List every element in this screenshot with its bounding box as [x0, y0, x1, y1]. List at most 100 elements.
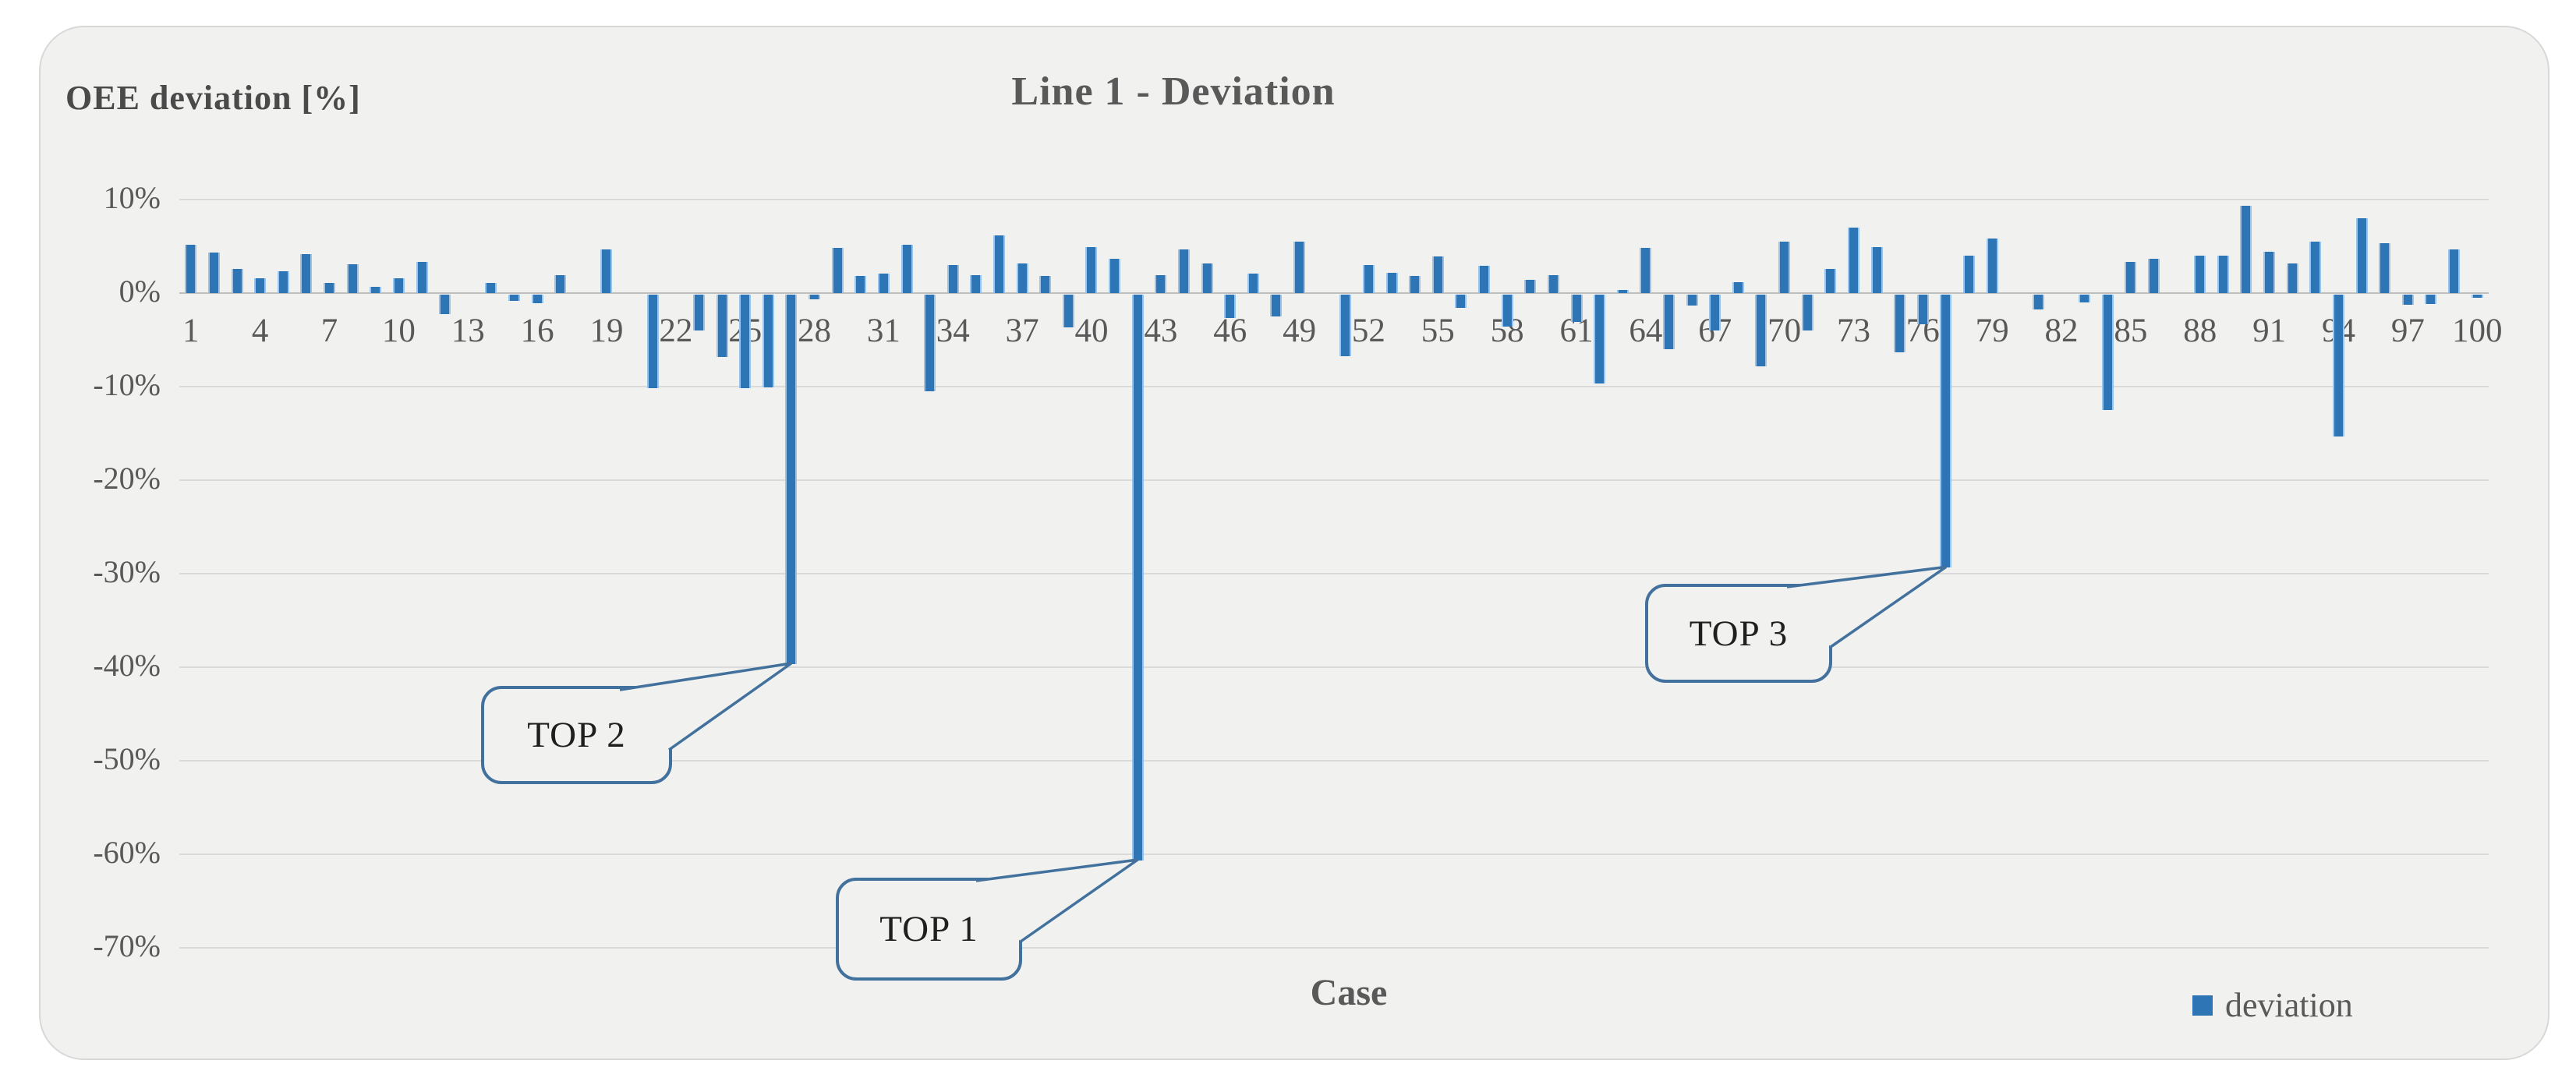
bar-case-74	[1870, 247, 1883, 293]
bar-case-31	[877, 273, 890, 293]
x-tick-label: 55	[1421, 313, 1455, 349]
bar-case-100	[2471, 295, 2483, 298]
bar-case-47	[1247, 273, 1259, 293]
bar-case-21	[646, 295, 659, 388]
bar-case-8	[346, 263, 359, 293]
x-tick-label: 46	[1213, 313, 1247, 349]
callout-top3: TOP 3	[1645, 584, 1832, 683]
gridline--70%	[179, 947, 2489, 949]
bar-case-95	[2355, 218, 2368, 293]
bar-case-79	[1986, 239, 1998, 293]
gridline--60%	[179, 854, 2489, 855]
bar-case-68	[1732, 281, 1744, 293]
gridline--20%	[179, 479, 2489, 481]
x-tick-label: 43	[1144, 313, 1178, 349]
x-tick-label: 97	[2390, 313, 2425, 349]
bar-case-91	[2263, 252, 2276, 293]
x-tick-label: 28	[798, 313, 832, 349]
bar-case-96	[2379, 243, 2391, 293]
bar-case-77	[1940, 295, 1952, 568]
y-tick-label: -70%	[93, 928, 161, 963]
x-tick-label: 13	[451, 313, 485, 349]
bar-case-61	[1570, 295, 1583, 322]
bar-case-23	[692, 295, 705, 330]
bar-case-72	[1824, 268, 1837, 293]
bar-case-26	[762, 295, 774, 387]
bar-case-49	[1293, 242, 1306, 293]
x-tick-label: 34	[936, 313, 970, 349]
callout-top2-label: TOP 2	[527, 715, 626, 755]
gridline--10%	[179, 386, 2489, 387]
bar-case-54	[1409, 276, 1421, 293]
bar-case-7	[324, 282, 336, 293]
bar-case-58	[1501, 295, 1513, 327]
bar-case-5	[277, 271, 289, 293]
bar-case-44	[1177, 249, 1190, 293]
callout-top1-label: TOP 1	[879, 909, 978, 949]
bar-case-93	[2309, 242, 2322, 293]
bar-case-38	[1039, 276, 1052, 293]
bar-case-30	[855, 276, 867, 293]
bar-case-86	[2148, 258, 2160, 293]
bar-case-11	[416, 262, 428, 293]
bar-case-52	[1362, 265, 1375, 293]
bar-case-85	[2125, 262, 2137, 293]
legend-marker-deviation	[2192, 995, 2213, 1016]
zero-axis-line	[179, 292, 2489, 294]
chart-panel	[39, 26, 2549, 1060]
bar-case-71	[1801, 295, 1813, 330]
bar-case-1	[185, 244, 197, 293]
bar-case-39	[1062, 295, 1074, 327]
bar-case-88	[2194, 256, 2206, 293]
bar-case-19	[600, 249, 613, 293]
bar-case-36	[993, 235, 1005, 293]
x-tick-label: 88	[2183, 313, 2217, 349]
bar-case-25	[739, 295, 752, 388]
bar-case-94	[2332, 295, 2344, 437]
bar-case-89	[2217, 256, 2229, 293]
x-tick-label: 16	[520, 313, 554, 349]
bar-case-64	[1640, 248, 1652, 293]
bar-case-98	[2425, 295, 2437, 304]
x-tick-label: 79	[1975, 313, 2009, 349]
bar-case-90	[2240, 206, 2252, 293]
bar-case-81	[2032, 295, 2044, 310]
gridline--40%	[179, 666, 2489, 668]
legend: deviation	[2192, 985, 2353, 1025]
bar-case-9	[370, 286, 382, 293]
bar-case-99	[2448, 249, 2461, 293]
bar-case-63	[1616, 290, 1629, 293]
bar-case-28	[809, 295, 821, 299]
x-axis-title: Case	[1310, 972, 1388, 1013]
legend-label: deviation	[2225, 986, 2353, 1024]
bar-case-29	[831, 248, 844, 293]
bar-case-16	[531, 295, 543, 303]
x-tick-label: 85	[2114, 313, 2148, 349]
bar-case-6	[300, 253, 313, 293]
x-tick-label: 49	[1283, 313, 1317, 349]
bar-case-97	[2401, 295, 2414, 306]
bar-case-78	[1963, 256, 1976, 293]
x-tick-label: 100	[2451, 313, 2503, 349]
y-tick-label: -10%	[93, 367, 161, 402]
bar-case-60	[1547, 275, 1559, 293]
x-tick-label: 22	[659, 313, 693, 349]
bar-case-15	[508, 295, 520, 302]
bar-case-83	[2079, 295, 2091, 302]
callout-top3-label: TOP 3	[1689, 613, 1789, 654]
x-tick-label: 19	[589, 313, 624, 349]
bar-case-73	[1847, 228, 1859, 293]
bar-case-62	[1594, 295, 1606, 383]
bar-case-43	[1155, 275, 1167, 293]
bar-case-41	[1109, 258, 1121, 293]
bar-case-75	[1894, 295, 1906, 353]
bar-case-53	[1385, 272, 1398, 293]
x-tick-label: 40	[1074, 313, 1109, 349]
bar-case-57	[1478, 266, 1491, 293]
bar-case-48	[1270, 295, 1283, 316]
callout-top1: TOP 1	[836, 878, 1022, 981]
bar-case-17	[554, 275, 567, 293]
x-tick-label: 31	[866, 313, 901, 349]
x-tick-label: 64	[1629, 313, 1663, 349]
bar-case-12	[439, 295, 451, 315]
